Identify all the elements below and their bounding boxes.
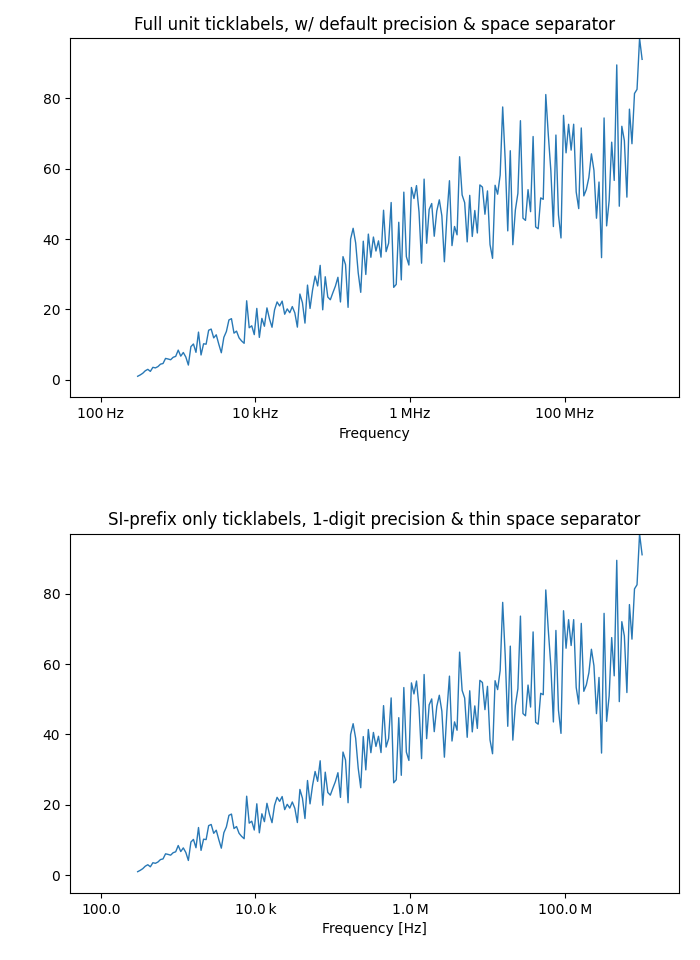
X-axis label: Frequency [Hz]: Frequency [Hz]	[322, 922, 427, 936]
X-axis label: Frequency: Frequency	[339, 426, 410, 441]
Title: Full unit ticklabels, w/ default precision & space separator: Full unit ticklabels, w/ default precisi…	[134, 16, 615, 34]
Title: SI-prefix only ticklabels, 1-digit precision & thin space separator: SI-prefix only ticklabels, 1-digit preci…	[108, 512, 640, 530]
